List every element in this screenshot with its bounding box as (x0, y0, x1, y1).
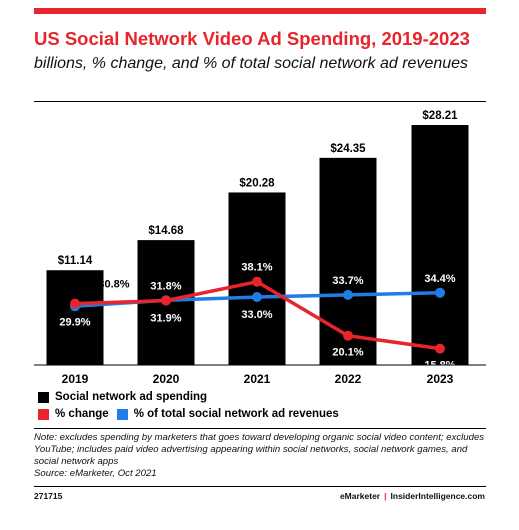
legend-row-1: Social network ad spending (38, 391, 207, 403)
point-change-2019 (70, 298, 80, 309)
legend-label-change: % change (55, 408, 109, 420)
point-change-2021 (252, 276, 262, 287)
share-label: 34.4% (424, 273, 455, 285)
change-label: 31.8% (150, 281, 181, 293)
chart-id: 271715 (34, 491, 63, 501)
note-text: Note: excludes spending by marketers tha… (34, 432, 485, 467)
bar-2023 (411, 125, 469, 365)
point-change-2020 (161, 295, 171, 306)
legend-label-spending: Social network ad spending (55, 391, 208, 403)
chart-plot: $11.14 $14.68 $20.28 $24.35 $28.21 30.8% 31.8%… (34, 110, 486, 386)
legend-swatch-share (116, 408, 128, 420)
footer-rule (34, 486, 486, 487)
point-share-2023 (435, 287, 445, 298)
bar-2019 (46, 270, 104, 365)
share-label: 33.0% (241, 309, 272, 321)
share-label: 33.7% (332, 275, 363, 287)
point-share-2021 (252, 292, 262, 302)
x-tick-label: 2023 (427, 372, 454, 386)
change-label: 30.8% (98, 279, 129, 291)
bar-value-label: $20.28 (239, 177, 275, 189)
legend-label-share: % of total social network ad revenues (133, 408, 339, 420)
point-change-2023 (435, 343, 445, 354)
bar-2022 (319, 157, 377, 365)
x-tick-label: 2020 (153, 372, 180, 386)
share-label: 29.9% (59, 316, 90, 328)
bar-value-label: $24.35 (330, 143, 366, 155)
x-tick-label: 2021 (244, 372, 271, 386)
point-change-2022 (343, 330, 353, 341)
chart-subtitle: billions, % change, and % of total socia… (34, 55, 469, 72)
point-share-2022 (343, 289, 353, 300)
legend-swatch-bars (38, 391, 49, 403)
source-text: Source: eMarketer, Oct 2021 (34, 468, 157, 479)
change-label: 15.8% (424, 360, 455, 372)
brand-separator: | (384, 491, 387, 501)
legend-row-2: % change % of total social network ad re… (38, 408, 339, 420)
brand-name: eMarketer (339, 491, 381, 501)
brand-site: InsiderIntelligence.com (390, 491, 485, 501)
share-label: 31.9% (150, 312, 181, 324)
change-label: 38.1% (241, 262, 272, 274)
footer-brand: eMarketer | InsiderIntelligence.com (340, 491, 485, 501)
bar-value-label: $28.21 (422, 110, 458, 122)
x-tick-label: 2019 (62, 372, 89, 386)
legend-swatch-change (38, 408, 49, 420)
header-rule (34, 101, 486, 102)
x-tick-label: 2022 (335, 372, 362, 386)
notes-rule (34, 428, 486, 429)
top-accent-bar (34, 8, 486, 14)
bar-value-label: $14.68 (148, 225, 184, 237)
footnote: Note: excludes spending by marketers tha… (34, 432, 490, 480)
bar-value-label: $11.14 (58, 255, 93, 267)
change-label: 20.1% (332, 347, 363, 359)
chart-title: US Social Network Video Ad Spending, 201… (34, 28, 470, 49)
